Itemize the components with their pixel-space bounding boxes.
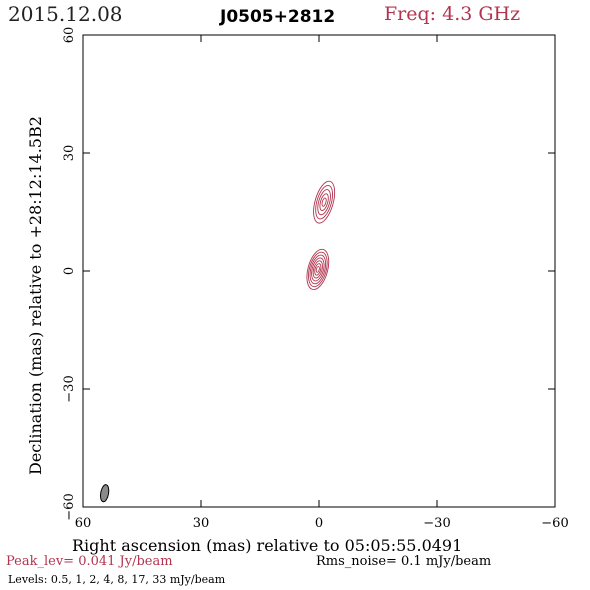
- rms-noise: Rms_noise= 0.1 mJy/beam: [316, 554, 492, 569]
- x-tick-label: 30: [193, 516, 210, 531]
- x-axis-label: Right ascension (mas) relative to 05:05:…: [72, 536, 462, 555]
- contour-levels: Levels: 0.5, 1, 2, 4, 8, 17, 33 mJy/beam: [8, 573, 226, 586]
- y-tick-label: 30: [62, 145, 77, 162]
- contour-line: [313, 180, 336, 224]
- x-tick-label: −60: [541, 516, 568, 531]
- source-name: J0505+2812: [220, 7, 336, 27]
- contour-line: [314, 263, 322, 276]
- x-tick-label: 60: [75, 516, 92, 531]
- contour-line: [309, 254, 327, 285]
- y-axis-label: Declination (mas) relative to +28:12:14.…: [26, 116, 45, 475]
- source-contours: [306, 180, 336, 290]
- contour-line: [315, 266, 320, 273]
- y-tick-label: 60: [62, 27, 77, 44]
- y-tick-label: −60: [62, 493, 77, 520]
- contour-line: [319, 193, 329, 211]
- beam-ellipse: [99, 484, 110, 503]
- contour-line: [317, 189, 331, 216]
- contour-line: [308, 251, 328, 288]
- contour-line: [315, 184, 333, 220]
- contour-line: [312, 260, 323, 279]
- peak-level: Peak_lev= 0.041 Jy/beam: [6, 554, 173, 569]
- beam-group: [99, 484, 110, 503]
- contour-line: [311, 257, 325, 282]
- contour-line: [321, 197, 327, 207]
- contour-line: [306, 248, 330, 290]
- frequency-label: Freq: 4.3 GHz: [384, 3, 521, 25]
- x-tick-label: 0: [315, 516, 323, 531]
- x-tick-label: −30: [423, 516, 450, 531]
- y-tick-label: −30: [62, 375, 77, 402]
- y-tick-label: 0: [62, 267, 77, 275]
- observation-date: 2015.12.08: [8, 2, 123, 26]
